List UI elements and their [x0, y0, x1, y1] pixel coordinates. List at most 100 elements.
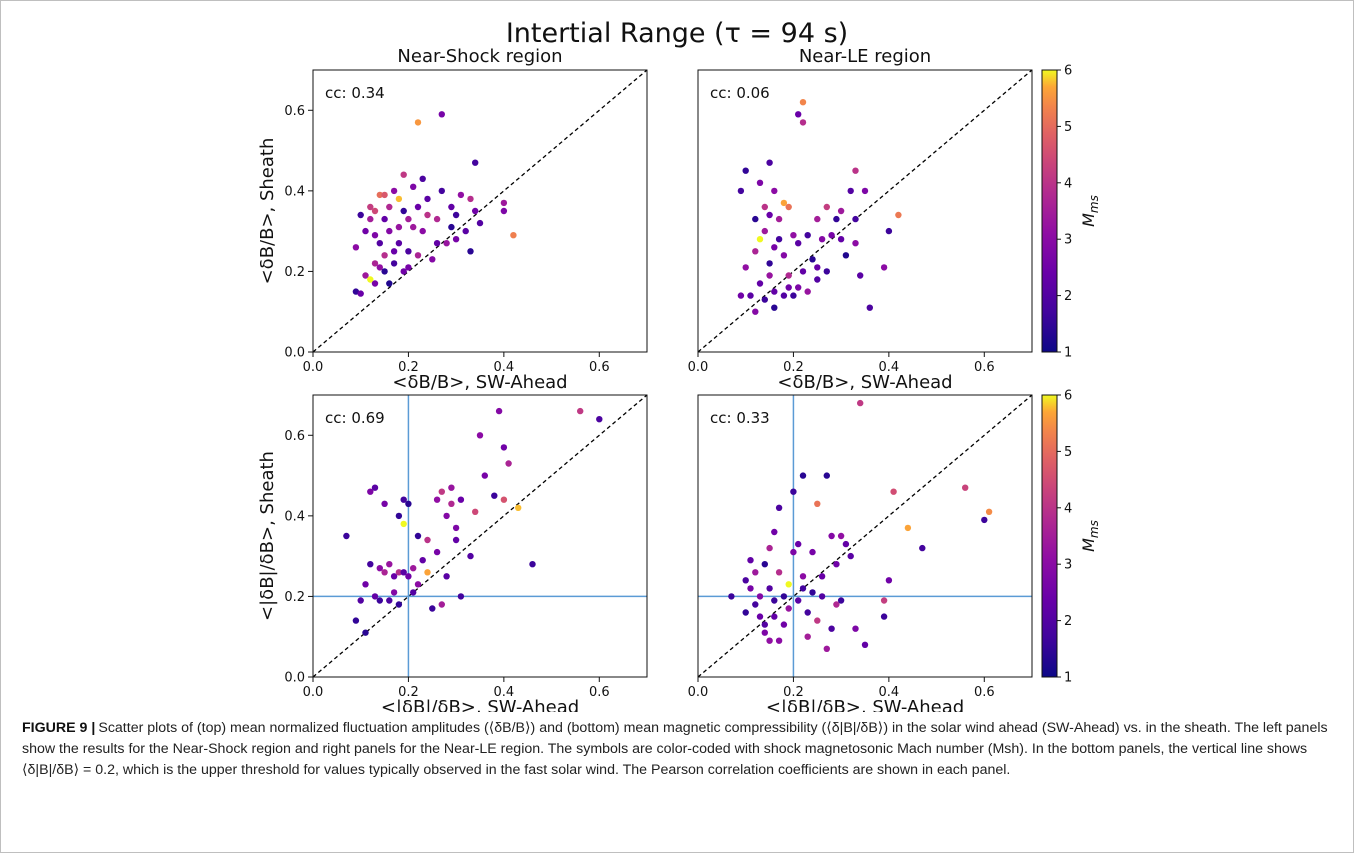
- data-point: [785, 203, 792, 211]
- colorbar-tick-label: 1: [1064, 346, 1072, 361]
- data-point: [775, 236, 783, 243]
- data-point: [828, 625, 835, 632]
- x-tick-label: 0.4: [879, 360, 900, 375]
- x-axis-label: <δB/B>, SW-Ahead: [392, 372, 567, 393]
- x-tick-label: 0.0: [688, 360, 709, 375]
- data-point: [818, 593, 826, 600]
- x-tick-label: 0.2: [783, 685, 804, 700]
- data-point: [837, 597, 845, 604]
- y-tick-label: 0.2: [284, 590, 305, 605]
- data-point: [761, 296, 768, 303]
- data-point: [795, 111, 802, 118]
- data-point: [390, 248, 398, 255]
- data-point: [780, 252, 788, 259]
- data-point: [852, 167, 859, 174]
- x-tick-label: 0.4: [879, 685, 900, 700]
- data-point: [828, 532, 835, 540]
- data-point: [985, 508, 993, 515]
- data-point: [395, 569, 403, 576]
- data-point: [400, 569, 407, 576]
- data-point: [429, 256, 436, 263]
- data-point: [362, 581, 369, 588]
- data-point: [752, 569, 759, 576]
- data-point: [500, 207, 508, 215]
- colorbar-top: 1 2 3 4 5 6 Mms: [1041, 64, 1101, 361]
- data-point: [795, 284, 802, 291]
- data-point: [596, 416, 603, 423]
- data-point: [809, 256, 816, 263]
- plot-area: [697, 69, 1033, 353]
- data-point: [467, 248, 474, 255]
- data-point: [780, 199, 788, 207]
- data-point: [405, 573, 412, 580]
- data-point: [376, 191, 383, 199]
- data-point: [500, 199, 508, 207]
- data-point: [367, 276, 374, 283]
- data-point: [381, 252, 388, 259]
- data-point: [362, 629, 369, 636]
- data-point: [371, 260, 379, 267]
- data-point: [390, 260, 398, 267]
- data-point: [405, 248, 412, 255]
- data-point: [457, 191, 465, 199]
- x-tick-label: 0.6: [589, 685, 610, 700]
- data-point: [395, 195, 403, 203]
- colorbar-tick-label: 4: [1064, 501, 1072, 516]
- data-point: [500, 444, 508, 451]
- data-point: [799, 585, 807, 592]
- data-point: [381, 191, 388, 199]
- one-to-one-line: [697, 394, 1033, 678]
- data-point: [352, 288, 360, 295]
- data-point: [775, 215, 783, 223]
- colorbar-tick-label: 2: [1064, 614, 1072, 629]
- data-point: [395, 223, 403, 231]
- plot-area: [312, 69, 648, 353]
- data-point: [799, 268, 807, 275]
- data-point: [381, 569, 388, 576]
- data-point: [852, 215, 859, 223]
- panel-title: Near-LE region: [799, 46, 931, 67]
- data-point: [386, 280, 393, 287]
- data-point: [410, 223, 417, 231]
- data-point: [833, 215, 840, 223]
- data-point: [472, 207, 479, 215]
- data-point: [419, 557, 426, 564]
- data-point: [443, 573, 450, 580]
- data-point: [495, 407, 503, 415]
- x-tick-label: 0.0: [303, 685, 324, 700]
- data-point: [780, 593, 788, 600]
- data-point: [390, 187, 398, 195]
- data-point: [400, 207, 407, 215]
- data-point: [405, 264, 412, 271]
- data-point: [790, 232, 797, 239]
- colorbar-gradient: [1041, 394, 1058, 678]
- data-point: [790, 292, 797, 299]
- data-point: [367, 215, 374, 223]
- colorbar-bottom: 1 2 3 4 5 6 Mms: [1041, 389, 1101, 686]
- data-point: [737, 187, 745, 195]
- data-point: [799, 99, 807, 106]
- one-to-one-line: [312, 69, 648, 353]
- data-point: [433, 215, 441, 223]
- data-point: [395, 601, 403, 608]
- data-point: [371, 232, 379, 239]
- colorbar-tick-label: 2: [1064, 289, 1072, 304]
- data-point: [395, 240, 403, 247]
- data-point: [747, 292, 754, 299]
- data-point: [771, 244, 778, 251]
- y-tick-label: 0.0: [284, 346, 305, 361]
- data-point: [438, 187, 445, 195]
- data-point: [771, 288, 778, 295]
- data-point: [775, 637, 783, 644]
- data-point: [818, 573, 826, 580]
- correlation-annotation: cc: 0.69: [325, 409, 385, 427]
- correlation-annotation: cc: 0.34: [325, 84, 385, 102]
- data-point: [780, 621, 788, 628]
- x-tick-label: 0.0: [303, 360, 324, 375]
- data-point: [981, 516, 988, 524]
- data-point: [752, 215, 759, 223]
- data-point: [410, 589, 417, 596]
- figure-caption: FIGURE 9 | Scatter plots of (top) mean no…: [22, 718, 1334, 781]
- data-point: [919, 544, 926, 552]
- data-point: [386, 561, 393, 568]
